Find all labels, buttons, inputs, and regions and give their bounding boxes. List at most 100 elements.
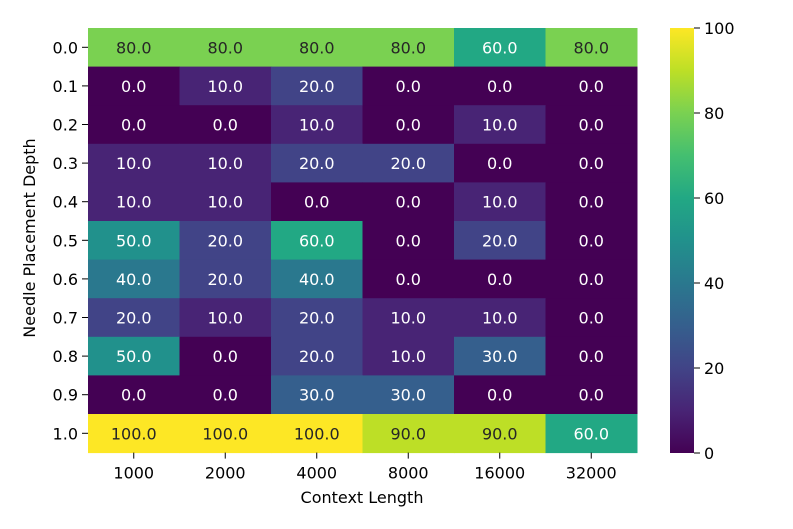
heatmap-cell: [545, 66, 638, 106]
colorbar-gradient: [670, 28, 694, 453]
heatmap-cell: [545, 298, 638, 338]
cell-value-label: 60.0: [482, 38, 518, 57]
heatmap-cell: [454, 375, 546, 415]
heatmap-cell: [271, 259, 363, 299]
y-tick-label: 0.7: [53, 309, 78, 328]
heatmap-cell: [362, 182, 455, 222]
cell-value-label: 0.0: [396, 270, 421, 289]
heatmap-cell: [362, 375, 455, 415]
heatmap-cell: [362, 105, 455, 145]
cell-value-label: 0.0: [487, 77, 512, 96]
heatmap-cell: [545, 259, 638, 299]
heatmap-cell: [271, 143, 363, 183]
heatmap-cell: [545, 28, 638, 68]
cell-value-label: 10.0: [207, 77, 243, 96]
heatmap-cells: 80.0 80.0 80.0 80.0 60.0 80.0 0.0 10.0 20.0 0.0 0.…: [88, 28, 638, 454]
cell-value-label: 10.0: [482, 193, 518, 212]
y-tick-label: 0.5: [53, 231, 78, 250]
heatmap-cell: [362, 28, 455, 68]
heatmap-cell: [88, 336, 180, 376]
cell-value-label: 0.0: [213, 116, 238, 135]
cell-value-label: 0.0: [213, 347, 238, 366]
heatmap-cell: [362, 221, 455, 261]
x-tick-label: 8000: [388, 464, 429, 483]
cell-value-label: 0.0: [121, 77, 146, 96]
heatmap-cell: [88, 66, 180, 106]
cell-value-label: 80.0: [116, 38, 152, 57]
cell-value-label: 20.0: [299, 154, 335, 173]
heatmap-cell: [179, 221, 272, 261]
y-tick-label: 0.0: [53, 38, 78, 57]
heatmap-cell: [179, 28, 272, 68]
cell-value-label: 0.0: [579, 154, 604, 173]
heatmap-cell: [454, 298, 546, 338]
cell-value-label: 50.0: [116, 347, 152, 366]
cell-value-label: 80.0: [573, 38, 609, 57]
colorbar-tick-label: 20: [704, 359, 724, 378]
heatmap-cell: [88, 298, 180, 338]
y-axis-ticks: 0.0 0.1 0.2 0.3 0.4 0.5 0.6 0.7 0.8 0.9 1.0: [53, 38, 88, 443]
cell-value-label: 0.0: [579, 309, 604, 328]
cell-value-label: 90.0: [482, 424, 518, 443]
cell-value-label: 0.0: [121, 116, 146, 135]
cell-value-label: 40.0: [116, 270, 152, 289]
cell-value-label: 20.0: [482, 231, 518, 250]
cell-value-label: 0.0: [304, 193, 329, 212]
heatmap-cell: [179, 414, 272, 454]
heatmap-cell: [88, 259, 180, 299]
y-tick-label: 0.9: [53, 386, 78, 405]
heatmap-cell: [179, 336, 272, 376]
heatmap-cell: [454, 105, 546, 145]
cell-value-label: 90.0: [390, 424, 426, 443]
heatmap-cell: [271, 221, 363, 261]
cell-value-label: 0.0: [396, 77, 421, 96]
heatmap-cell: [545, 336, 638, 376]
heatmap-cell: [179, 182, 272, 222]
x-axis-title: Context Length: [301, 488, 424, 507]
cell-value-label: 0.0: [579, 347, 604, 366]
cell-value-label: 20.0: [299, 347, 335, 366]
cell-value-label: 10.0: [299, 116, 335, 135]
cell-value-label: 80.0: [207, 38, 243, 57]
colorbar-tick-label: 40: [704, 274, 724, 293]
heatmap-cell: [545, 182, 638, 222]
cell-value-label: 0.0: [579, 116, 604, 135]
cell-value-label: 0.0: [213, 386, 238, 405]
heatmap-cell: [88, 28, 180, 68]
cell-value-label: 10.0: [390, 309, 426, 328]
y-tick-label: 0.4: [53, 193, 78, 212]
cell-value-label: 30.0: [299, 386, 335, 405]
cell-value-label: 40.0: [299, 270, 335, 289]
heatmap-cell: [362, 414, 455, 454]
heatmap-cell: [271, 298, 363, 338]
cell-value-label: 0.0: [396, 231, 421, 250]
cell-value-label: 10.0: [482, 309, 518, 328]
heatmap-cell: [454, 182, 546, 222]
y-tick-label: 0.8: [53, 347, 78, 366]
heatmap-cell: [545, 143, 638, 183]
heatmap-cell: [88, 375, 180, 415]
cell-value-label: 0.0: [396, 193, 421, 212]
heatmap-cell: [362, 336, 455, 376]
cell-value-label: 0.0: [579, 231, 604, 250]
heatmap-cell: [545, 221, 638, 261]
cell-value-label: 0.0: [579, 270, 604, 289]
cell-value-label: 20.0: [207, 231, 243, 250]
cell-value-label: 80.0: [299, 38, 335, 57]
heatmap-cell: [271, 414, 363, 454]
heatmap-cell: [545, 414, 638, 454]
heatmap-cell: [271, 66, 363, 106]
colorbar: 0 20 40 60 80 100: [670, 19, 735, 463]
heatmap-cell: [454, 66, 546, 106]
cell-value-label: 10.0: [116, 154, 152, 173]
x-tick-label: 2000: [205, 464, 246, 483]
heatmap-cell: [454, 259, 546, 299]
heatmap-cell: [88, 143, 180, 183]
heatmap-cell: [545, 105, 638, 145]
colorbar-tick-label: 100: [704, 19, 735, 38]
y-tick-label: 0.6: [53, 270, 78, 289]
y-tick-label: 0.3: [53, 154, 78, 173]
x-tick-label: 16000: [474, 464, 525, 483]
colorbar-tick-label: 80: [704, 104, 724, 123]
